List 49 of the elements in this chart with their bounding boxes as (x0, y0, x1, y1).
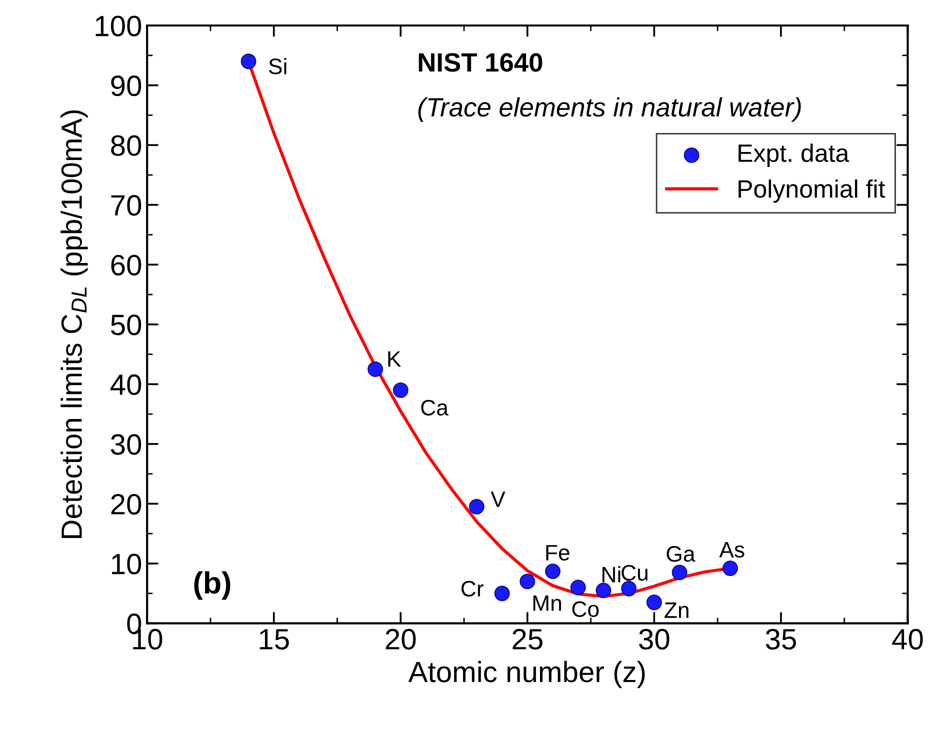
annotation: Ga (666, 546, 696, 562)
point (570, 580, 586, 596)
point (545, 564, 560, 579)
x-tick-label: 15 (260, 629, 289, 650)
y-tick-label: 100 (96, 16, 142, 36)
x-tick-label: 25 (512, 628, 542, 650)
legend-label: Expt. data (738, 144, 850, 167)
y-tick-label: 80 (111, 135, 142, 156)
y-tick-label: 50 (110, 314, 142, 336)
annotation: K (388, 351, 401, 367)
annotation: Fe (546, 545, 570, 561)
text: (Trace elements in natural water) (418, 97, 801, 122)
y-tick-label: 70 (111, 195, 142, 216)
point (621, 580, 637, 596)
point (240, 54, 256, 70)
annotation: Cr (462, 580, 484, 597)
annotation: Zn (664, 602, 688, 618)
annotation: (b) (194, 571, 230, 600)
annotation: As (719, 542, 744, 558)
annotation: Si (268, 58, 286, 74)
point (520, 574, 536, 590)
point (646, 594, 662, 610)
annotation: Co (572, 601, 599, 618)
annotation: Ca (421, 400, 448, 416)
y-tick-label: 10 (112, 554, 142, 574)
annotation: V (490, 492, 506, 507)
text: NIST 1640 (418, 53, 542, 72)
y-tick-label: 30 (110, 434, 142, 455)
point (368, 362, 383, 377)
x-tick-label: 30 (639, 628, 670, 650)
point (722, 560, 738, 576)
x-tick-label: 40 (892, 628, 923, 650)
annotation: Ni (602, 566, 620, 582)
point (469, 499, 484, 514)
x-tick-label: 35 (766, 628, 796, 650)
point (392, 382, 408, 398)
y-tick-label: 90 (111, 75, 142, 96)
annotation: Cu (622, 564, 648, 581)
point (494, 586, 510, 602)
y-axis-title: Detection limits C$_{DL}$ (ppb/100mA) (60, 110, 88, 538)
x-axis-title: Atomic number (z) (408, 660, 645, 688)
annotation: Mn (533, 596, 562, 611)
legend-label: Polynomial fit (738, 179, 886, 203)
y-tick-label: 40 (110, 374, 142, 396)
x-tick-label: 20 (386, 628, 416, 650)
y-tick-label: 60 (111, 254, 142, 276)
point (596, 582, 612, 598)
y-tick-label: 20 (111, 494, 142, 515)
point (672, 564, 688, 580)
